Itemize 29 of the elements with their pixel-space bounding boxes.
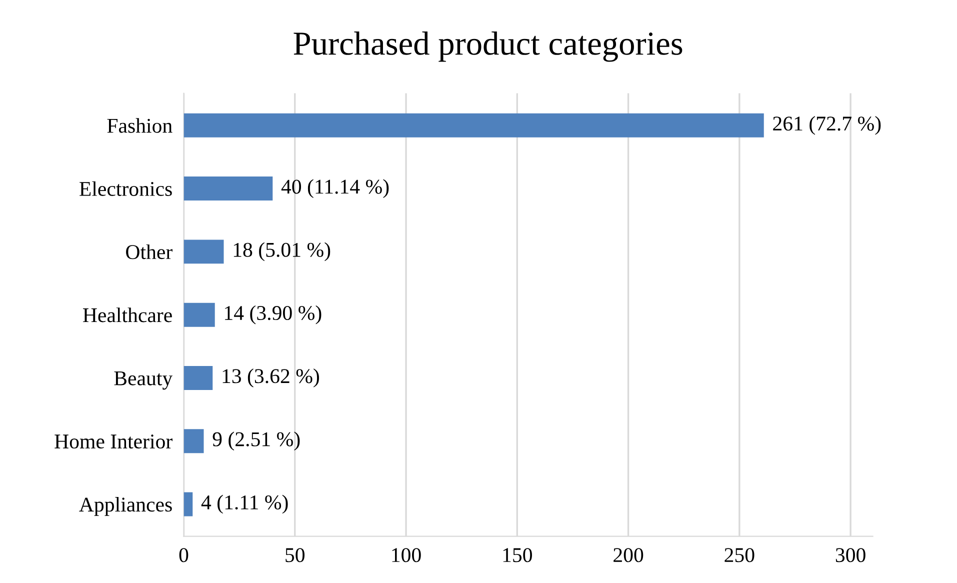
x-tick-label: 200 [614,548,644,562]
bar [184,492,193,516]
data-label: 14 (3.90 %) [225,305,322,324]
data-label: 261 (72.7 %) [773,116,881,135]
bar [184,366,213,390]
x-tick-label: 150 [503,548,532,562]
bar [184,302,215,327]
x-tick-label: 100 [392,548,421,562]
data-label: 4 (1.11 %) [201,494,288,514]
y-tick-label: Other [126,244,172,260]
bar [184,176,273,201]
y-tick-label: Home Interior [54,434,172,449]
data-label: 9 (2.51 %) [212,432,300,451]
bar [184,240,224,264]
chart-title: Purchased product categories [294,31,682,62]
y-tick-label: Beauty [114,372,173,390]
x-tick-label: 0 [179,548,188,562]
y-tick-label: Electronics [80,181,172,196]
x-tick-label: 50 [286,548,304,562]
bar [184,113,764,138]
y-tick-label: Fashion [107,118,172,133]
y-tick-label: Appliances [79,496,172,516]
data-label: 18 (5.01 %) [234,242,330,262]
x-tick-label: 250 [724,548,754,562]
bar [184,429,204,454]
y-tick-label: Healthcare [83,308,172,322]
x-tick-label: 300 [836,548,866,562]
data-label: 13 (3.62 %) [222,368,319,388]
data-label: 40 (11.14 %) [281,179,389,198]
